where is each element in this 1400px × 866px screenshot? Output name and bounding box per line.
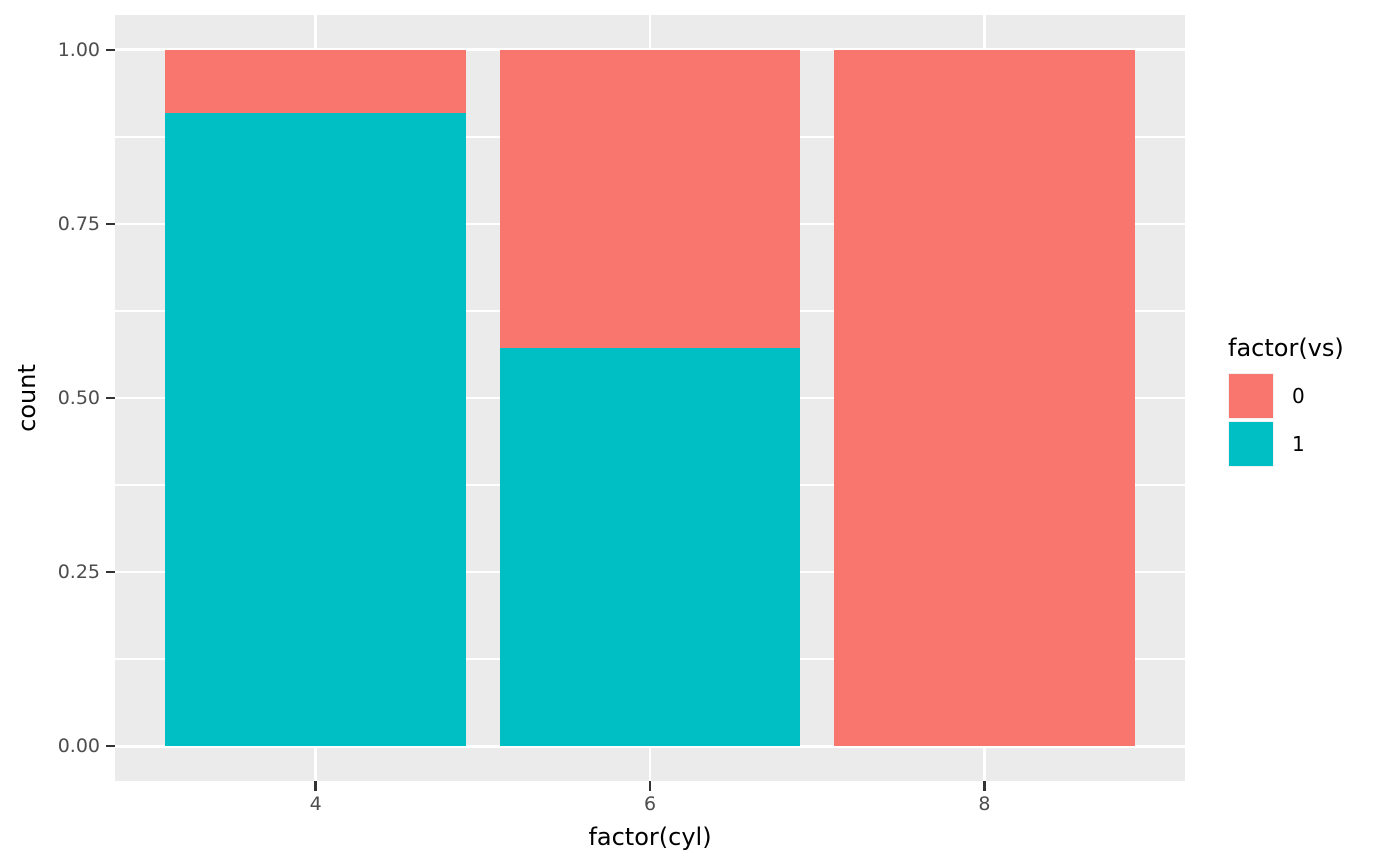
y-tick-mark: [106, 396, 115, 400]
y-tick-mark: [106, 744, 115, 748]
y-tick-label: 0.25: [57, 561, 100, 584]
bar-segment-cyl6-vs1: [499, 348, 801, 747]
y-tick-label: 1.00: [57, 38, 100, 61]
bar-segment-cyl4-vs0: [165, 49, 467, 114]
y-tick-label: 0.75: [57, 212, 100, 235]
x-axis-title: factor(cyl): [588, 823, 712, 851]
legend-key: [1228, 421, 1274, 467]
x-tick-label: 6: [643, 793, 657, 815]
legend-key: [1228, 373, 1274, 419]
x-tick-mark: [983, 781, 986, 791]
y-tick-mark: [106, 48, 115, 52]
x-tick-label: 4: [309, 793, 322, 815]
x-tick-mark: [314, 781, 317, 791]
y-tick-label: 0.50: [57, 387, 100, 409]
legend-swatch-1: [1229, 422, 1273, 466]
legend-entry: 0: [1228, 373, 1305, 419]
legend-title: factor(vs): [1228, 334, 1344, 362]
legend-entry: 1: [1228, 421, 1305, 467]
bar-segment-cyl4-vs1: [165, 113, 467, 747]
bar-segment-cyl8-vs0: [833, 49, 1135, 747]
y-tick-mark: [106, 222, 115, 226]
legend-swatch-0: [1229, 374, 1273, 418]
plot-panel: [115, 15, 1185, 781]
x-tick-mark: [648, 781, 652, 791]
x-tick-label: 8: [978, 793, 991, 815]
legend-label: 1: [1292, 432, 1305, 456]
y-tick-mark: [106, 570, 115, 574]
bar-segment-cyl6-vs0: [499, 49, 801, 349]
y-tick-label: 0.00: [57, 735, 100, 758]
legend-label: 0: [1292, 384, 1305, 408]
